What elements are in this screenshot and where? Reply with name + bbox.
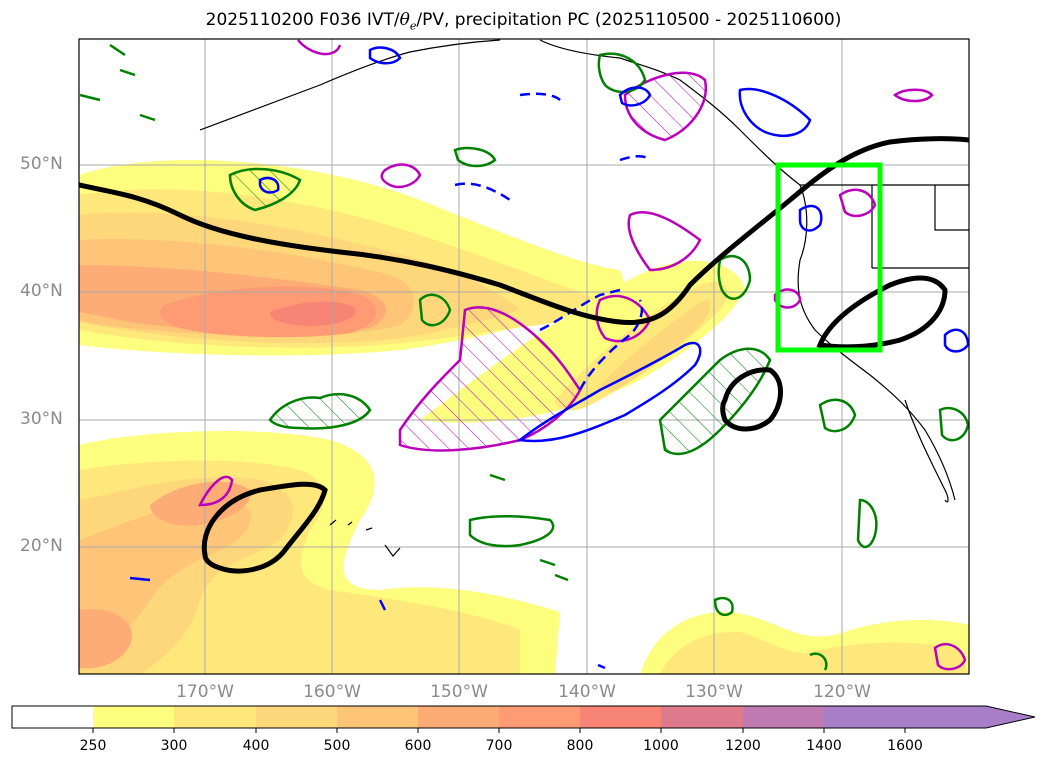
colorbar-tick-500: 500 — [323, 738, 351, 754]
region-box — [775, 162, 883, 353]
lon-label-150w: 150°W — [430, 682, 488, 702]
colorbar-tick-800: 800 — [566, 738, 594, 754]
lon-label-120w: 120°W — [813, 682, 871, 702]
colorbar-tick-600: 600 — [404, 738, 432, 754]
colorbar-tick-400: 400 — [242, 738, 270, 754]
colorbar-tick-700: 700 — [485, 738, 513, 754]
pv-blue-contours — [129, 46, 969, 670]
ivt-shading-south — [79, 430, 969, 674]
lon-label-170w: 170°W — [176, 682, 234, 702]
lon-label-140w: 140°W — [558, 682, 616, 702]
lat-label-20n: 20°N — [20, 536, 63, 556]
colorbar-tick-300: 300 — [160, 738, 188, 754]
plot-title: 2025110200 F036 IVT/θe/PV, precipitation… — [205, 10, 842, 33]
colorbar-tick-1200: 1200 — [725, 738, 761, 754]
lat-label-40n: 40°N — [20, 281, 63, 301]
lat-label-30n: 30°N — [20, 409, 63, 429]
lat-label-50n: 50°N — [20, 154, 63, 174]
colorbar-tick-1400: 1400 — [806, 738, 842, 754]
colorbar — [11, 705, 1036, 733]
colorbar-tick-250: 250 — [79, 738, 107, 754]
map-frame — [78, 38, 970, 675]
coastlines — [199, 39, 969, 557]
colorbar-tick-1600: 1600 — [887, 738, 923, 754]
colorbar-tick-1000: 1000 — [643, 738, 679, 754]
lon-label-160w: 160°W — [303, 682, 361, 702]
lon-label-130w: 130°W — [685, 682, 743, 702]
